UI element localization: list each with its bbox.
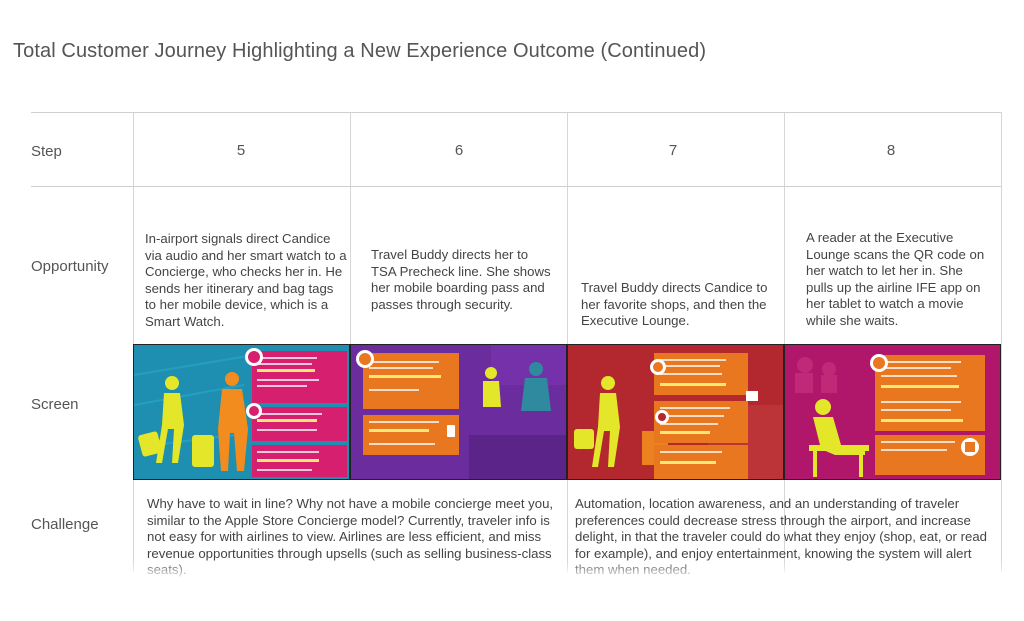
column-divider-4 <box>784 112 785 572</box>
row-label-challenge: Challenge <box>31 516 99 533</box>
opportunity-step-8: A reader at the Executive Lounge scans t… <box>806 230 985 328</box>
column-divider-3 <box>567 112 568 572</box>
column-divider-2 <box>350 112 351 344</box>
step-number-8: 8 <box>886 142 896 159</box>
step-row-rule <box>31 186 1001 187</box>
screen-step-6 <box>350 344 567 480</box>
screen-step-6-illustration <box>351 345 566 479</box>
column-divider-5 <box>1001 112 1002 572</box>
row-label-opportunity: Opportunity <box>31 258 109 275</box>
page-title: Total Customer Journey Highlighting a Ne… <box>13 40 707 62</box>
row-label-step: Step <box>31 143 62 160</box>
screen-step-5 <box>133 344 350 480</box>
opportunity-step-6: Travel Buddy directs her to TSA Precheck… <box>371 247 551 312</box>
step-number-7: 7 <box>668 142 678 159</box>
screen-step-5-illustration <box>134 345 349 479</box>
screen-step-7-illustration <box>568 345 783 479</box>
screen-step-7 <box>567 344 784 480</box>
step-number-5: 5 <box>236 142 246 159</box>
screen-step-8-illustration <box>785 345 1000 479</box>
challenge-steps-7-8: Automation, location awareness, and an u… <box>575 496 987 577</box>
challenge-steps-5-6: Why have to wait in line? Why not have a… <box>147 496 554 577</box>
opportunity-step-7: Travel Buddy directs Candice to her favo… <box>581 280 768 329</box>
bottom-fade <box>0 560 1024 580</box>
opportunity-step-5: In-airport signals direct Candice via au… <box>145 231 347 329</box>
screen-step-8 <box>784 344 1001 480</box>
step-number-6: 6 <box>454 142 464 159</box>
table-top-rule <box>31 112 1001 113</box>
row-label-screen: Screen <box>31 396 79 413</box>
column-divider-1 <box>133 112 134 572</box>
